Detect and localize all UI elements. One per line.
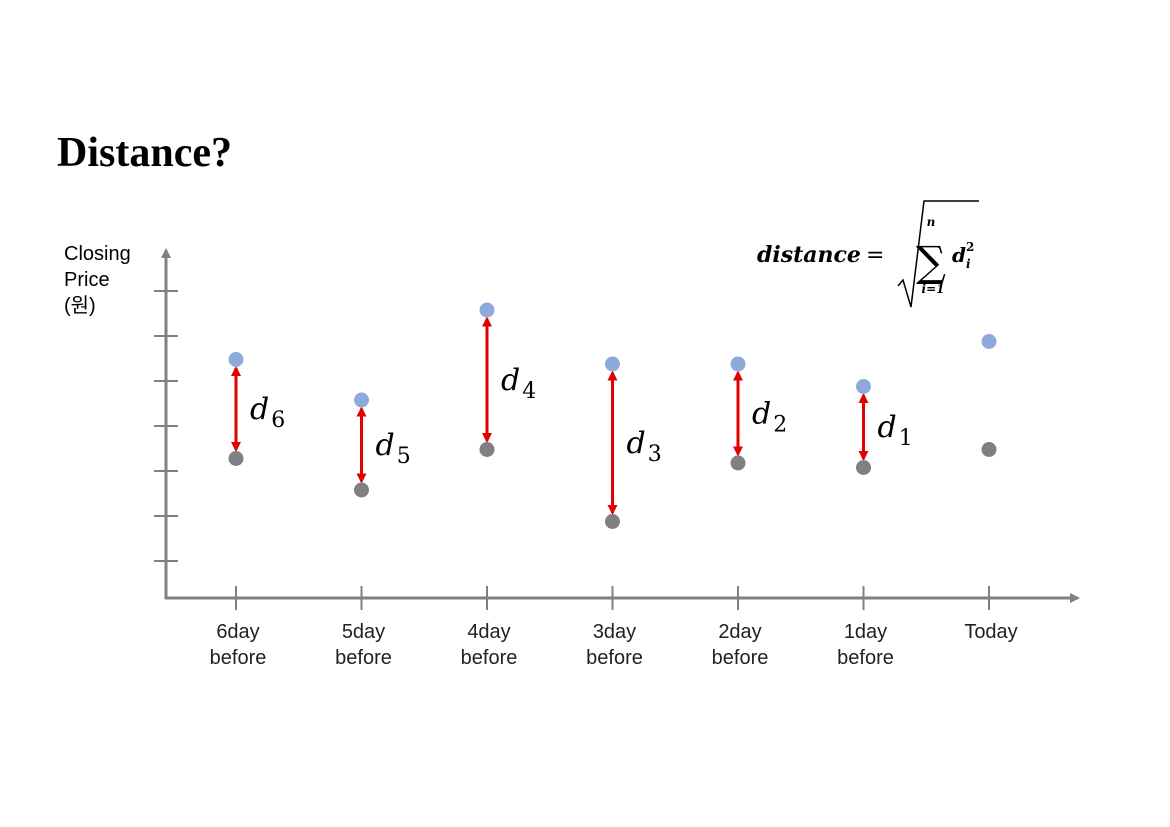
- formula-term: d: [952, 243, 966, 267]
- actual-point: [981, 442, 997, 457]
- x-tick-label: 3day before: [586, 621, 643, 669]
- predicted-point: [228, 352, 244, 367]
- predicted-point: [856, 379, 871, 394]
- x-tick-label: 1day before: [837, 621, 894, 669]
- x-tick-label: 5day before: [335, 621, 392, 669]
- actual-point: [730, 455, 746, 471]
- y-axis-label-line: (원): [64, 295, 96, 317]
- distance-labels: d6 d5 d4 d3 d2 d1: [250, 363, 913, 469]
- formula-term-superscript: 2: [966, 240, 974, 254]
- actual-point: [228, 451, 244, 466]
- distance-arrows: [231, 316, 869, 515]
- distance-formula: distance = ∑ n i=1 d 2 i: [757, 200, 979, 308]
- predicted-point: [354, 392, 369, 408]
- formula-equals: =: [866, 243, 884, 268]
- predicted-point: [479, 302, 495, 318]
- distance-label: d4: [501, 363, 536, 404]
- slide-title: Distance?: [57, 130, 232, 176]
- x-tick-label: 4day before: [460, 621, 518, 669]
- predicted-point: [981, 334, 997, 349]
- formula-lhs: distance: [757, 242, 861, 268]
- sqrt-radical-icon: [897, 200, 979, 308]
- distance-label: d3: [627, 426, 662, 467]
- actual-point: [605, 514, 620, 529]
- predicted-point: [730, 356, 746, 372]
- distance-label: d2: [752, 397, 787, 438]
- distance-label: d6: [250, 392, 285, 433]
- data-points: [228, 302, 997, 529]
- distance-label: d1: [878, 410, 913, 451]
- formula-sum-upper: n: [927, 215, 936, 229]
- x-tick-label: 2day before: [711, 621, 769, 669]
- formula-sum-lower: i=1: [922, 282, 945, 296]
- actual-point: [479, 442, 495, 457]
- x-tick-label: Today: [964, 621, 1018, 643]
- formula-term-subscript: i: [966, 257, 971, 271]
- y-axis-label: Closing Price (원): [64, 241, 131, 319]
- axes: [154, 248, 1080, 610]
- actual-point: [354, 482, 369, 498]
- y-axis-label-line: Closing: [64, 243, 131, 265]
- distance-label: d5: [376, 428, 411, 469]
- x-tick-label: 6day before: [209, 621, 267, 669]
- y-axis-label-line: Price: [64, 269, 110, 291]
- predicted-point: [605, 356, 620, 372]
- actual-point: [856, 460, 871, 475]
- sigma-icon: ∑: [916, 237, 946, 286]
